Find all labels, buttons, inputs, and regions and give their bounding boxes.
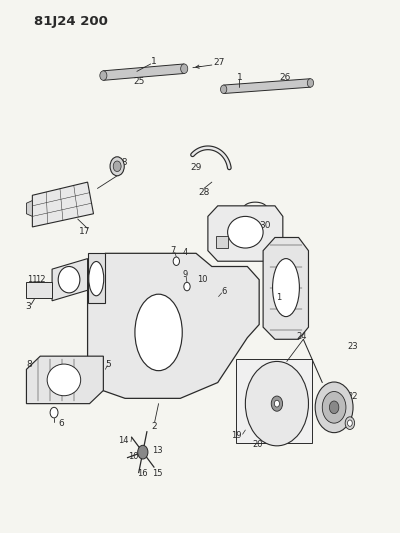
Polygon shape [208, 206, 283, 261]
Text: 22: 22 [348, 392, 358, 401]
Circle shape [315, 382, 353, 433]
Polygon shape [26, 282, 52, 298]
Text: 24: 24 [296, 332, 307, 341]
Text: 1: 1 [276, 293, 282, 302]
Text: 8: 8 [26, 360, 32, 369]
Text: 13: 13 [152, 446, 163, 455]
Text: 1: 1 [236, 73, 242, 82]
Bar [216, 237, 228, 248]
Text: 15: 15 [152, 469, 163, 478]
Polygon shape [263, 238, 308, 340]
Text: 27: 27 [213, 59, 225, 67]
Ellipse shape [89, 262, 104, 296]
Circle shape [181, 64, 188, 74]
Text: 14: 14 [118, 436, 129, 445]
Polygon shape [88, 253, 259, 398]
Text: 2: 2 [152, 422, 158, 431]
Text: 1: 1 [151, 58, 157, 66]
Polygon shape [26, 200, 32, 216]
Bar [236, 359, 312, 443]
Text: 10: 10 [197, 274, 207, 284]
Circle shape [329, 401, 339, 414]
Circle shape [184, 282, 190, 291]
Text: 7: 7 [170, 246, 176, 255]
Text: 16: 16 [138, 469, 148, 478]
Text: 19: 19 [232, 431, 242, 440]
Text: 17: 17 [79, 227, 90, 236]
Text: 20: 20 [252, 440, 262, 449]
Text: 6: 6 [221, 287, 226, 296]
Polygon shape [88, 253, 105, 303]
Text: 11: 11 [27, 274, 38, 284]
Circle shape [307, 79, 314, 87]
Circle shape [348, 420, 352, 426]
Text: 9: 9 [182, 270, 188, 279]
Ellipse shape [272, 259, 299, 317]
Text: 81J24 200: 81J24 200 [34, 15, 108, 28]
Circle shape [345, 417, 355, 430]
Circle shape [110, 157, 124, 176]
Text: 4: 4 [182, 248, 188, 257]
Text: 23: 23 [348, 342, 358, 351]
Circle shape [274, 400, 280, 407]
Text: 26: 26 [279, 73, 290, 82]
Polygon shape [52, 259, 88, 301]
Polygon shape [224, 79, 311, 93]
Polygon shape [26, 356, 103, 403]
Text: 30: 30 [259, 221, 271, 230]
Ellipse shape [47, 364, 81, 395]
Ellipse shape [228, 216, 263, 248]
Text: 18: 18 [117, 158, 129, 167]
Circle shape [138, 445, 148, 459]
Polygon shape [32, 182, 94, 227]
Text: 12: 12 [35, 274, 46, 284]
Text: 5: 5 [106, 360, 111, 369]
Text: 3: 3 [26, 302, 31, 311]
Circle shape [322, 392, 346, 423]
Ellipse shape [58, 266, 80, 293]
Circle shape [173, 257, 180, 265]
Text: 25: 25 [133, 77, 144, 86]
Text: 28: 28 [198, 188, 210, 197]
Polygon shape [103, 64, 184, 80]
Text: 10: 10 [128, 452, 138, 461]
Circle shape [220, 85, 227, 93]
Ellipse shape [135, 294, 182, 370]
Text: 21: 21 [343, 414, 354, 422]
Circle shape [50, 407, 58, 418]
Circle shape [271, 396, 282, 411]
Circle shape [113, 161, 121, 172]
Text: 6: 6 [58, 419, 64, 428]
Circle shape [245, 361, 308, 446]
Text: 29: 29 [190, 163, 202, 172]
Circle shape [100, 71, 107, 80]
